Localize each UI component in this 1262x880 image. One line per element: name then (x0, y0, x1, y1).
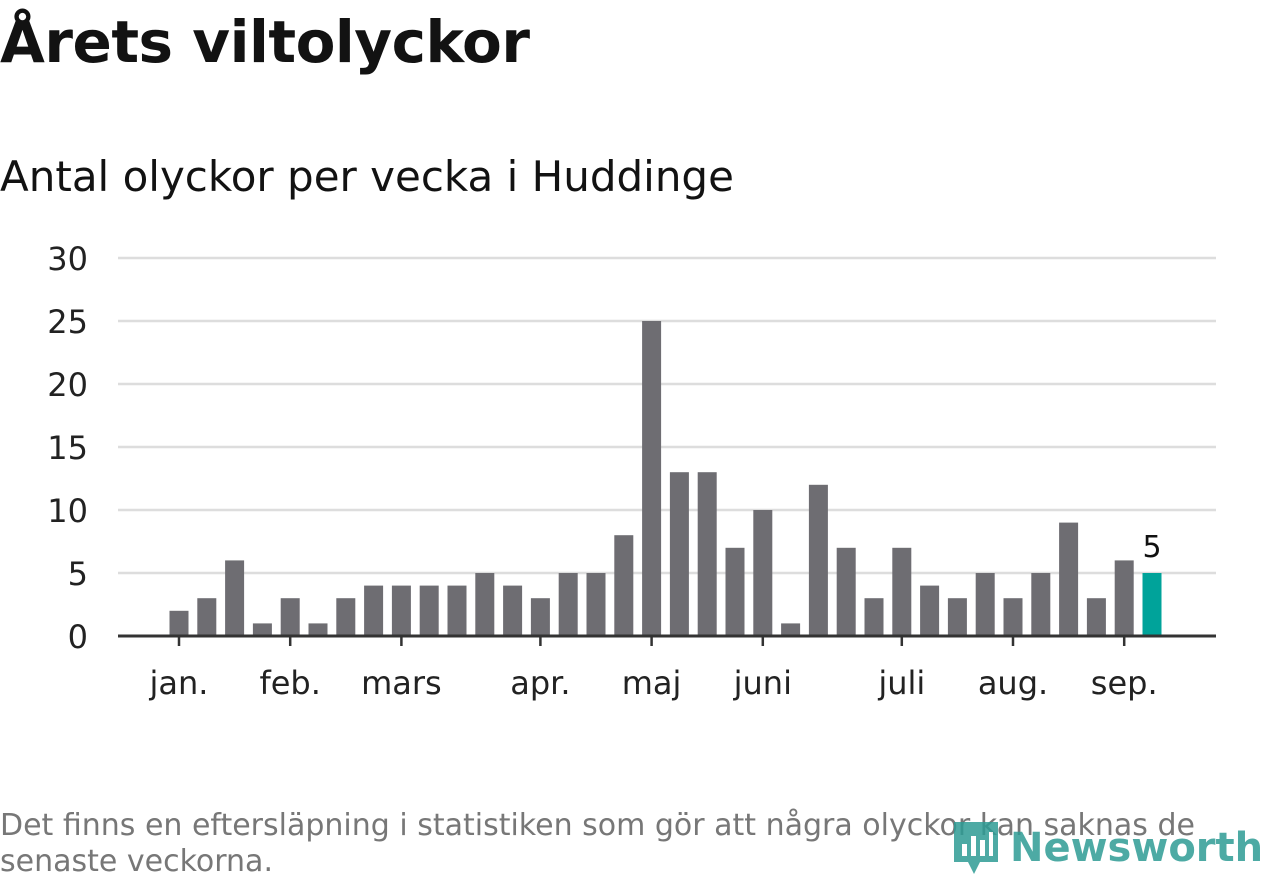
y-tick-label: 5 (68, 555, 88, 593)
bar (419, 585, 439, 636)
x-tick-label: maj (622, 664, 682, 702)
bar (1003, 598, 1023, 636)
x-tick-label: sep. (1091, 664, 1158, 702)
y-tick-label: 0 (68, 618, 88, 656)
y-axis-ticks: 0 5 10 15 20 25 30 (47, 240, 88, 656)
annotations: 5 (1142, 530, 1161, 565)
bar (586, 573, 606, 636)
bar (197, 598, 217, 636)
bar (836, 547, 856, 636)
chart-title: Årets viltolyckor (0, 8, 530, 76)
bar (308, 623, 328, 636)
bar (558, 573, 578, 636)
x-tick-label: apr. (510, 664, 570, 702)
bar (642, 321, 662, 636)
bar (725, 547, 745, 636)
y-tick-label: 10 (47, 492, 88, 530)
x-tick-label: mars (361, 664, 442, 702)
bar (947, 598, 967, 636)
bar (975, 573, 995, 636)
bar (1086, 598, 1106, 636)
x-tick-label: aug. (978, 664, 1048, 702)
bar (753, 510, 773, 636)
y-tick-label: 25 (47, 303, 88, 341)
bar-highlight (1142, 573, 1162, 636)
grid-lines (118, 256, 1216, 575)
bar (336, 598, 356, 636)
bar (1114, 560, 1134, 636)
bar (475, 573, 495, 636)
y-tick-label: 15 (47, 429, 88, 467)
x-tick-label: juni (733, 664, 792, 702)
x-tick-label: jan. (149, 664, 209, 702)
bar (503, 585, 523, 636)
bar (781, 623, 801, 636)
bar (864, 598, 884, 636)
bar (920, 585, 940, 636)
bar (447, 585, 467, 636)
highlight-value-label: 5 (1142, 530, 1161, 565)
bar (697, 472, 717, 636)
bar (530, 598, 550, 636)
x-tick-label: feb. (259, 664, 320, 702)
bar-chart: 0 5 10 15 20 25 30 jan. feb. mars apr. maj juni juli… (47, 240, 1216, 702)
bar (225, 560, 245, 636)
bar (1059, 522, 1079, 636)
brand-name: Newsworthy (1010, 825, 1262, 871)
bar (1031, 573, 1051, 636)
bar (614, 535, 634, 636)
bar (252, 623, 272, 636)
bar (808, 484, 828, 636)
bar (892, 547, 912, 636)
bar (280, 598, 300, 636)
bar (669, 472, 689, 636)
x-axis-labels: jan. feb. mars apr. maj juni juli aug. sep. (149, 636, 1158, 702)
y-tick-label: 30 (47, 240, 88, 278)
chart-subtitle: Antal olyckor per vecka i Huddinge (0, 152, 734, 201)
newsworthy-logo-icon (954, 822, 998, 874)
bar (364, 585, 384, 636)
bar (391, 585, 411, 636)
bar (169, 610, 189, 636)
x-tick-label: juli (877, 664, 925, 702)
brand-logo: Newsworthy (950, 818, 1262, 878)
bars (169, 321, 1162, 636)
y-tick-label: 20 (47, 366, 88, 404)
